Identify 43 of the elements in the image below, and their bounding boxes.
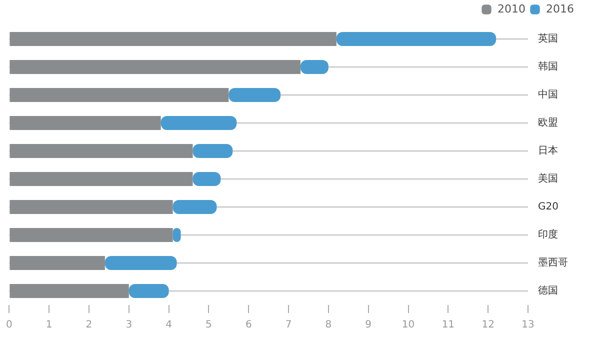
x-tick-label: 9	[365, 320, 372, 331]
y-tick-label: 印度	[538, 228, 558, 241]
y-tick-label: 墨西哥	[538, 258, 568, 269]
y-tick-label: G20	[538, 202, 558, 213]
x-tick-label: 0	[6, 320, 12, 331]
x-tick-label: 1	[46, 320, 52, 331]
legend-label: 2010	[498, 2, 526, 16]
legend-label: 2016	[546, 2, 574, 16]
y-tick-label: 欧盟	[538, 116, 558, 129]
x-tick-label: 12	[482, 320, 494, 331]
x-tick-label: 13	[522, 320, 534, 331]
x-tick-label: 10	[402, 320, 415, 331]
bar	[10, 172, 193, 186]
x-tick-label: 5	[206, 320, 212, 331]
x-tick-label: 11	[442, 320, 455, 331]
bar	[336, 32, 496, 46]
bar	[10, 116, 161, 130]
bar	[10, 88, 229, 102]
bar	[192, 144, 233, 158]
bar	[10, 200, 173, 214]
bar	[10, 284, 129, 298]
y-tick-label: 韩国	[538, 60, 558, 73]
x-tick-label: 2	[86, 320, 92, 331]
bar	[104, 256, 177, 270]
y-tick-label: 中国	[538, 88, 558, 101]
bar	[10, 32, 336, 46]
y-tick-label: 英国	[538, 32, 558, 45]
bar	[228, 88, 281, 102]
bar	[172, 200, 217, 214]
y-tick-label: 美国	[538, 172, 558, 185]
bar	[10, 228, 173, 242]
bar	[160, 116, 237, 130]
x-tick-label: 8	[325, 320, 332, 331]
bar	[10, 256, 105, 270]
x-tick-label: 6	[245, 320, 252, 331]
y-tick-label: 德国	[538, 286, 558, 297]
x-tick-label: 7	[285, 320, 292, 331]
bar	[10, 144, 193, 158]
y-tick-label: 日本	[538, 144, 558, 157]
x-tick-label: 4	[166, 320, 172, 331]
bar	[10, 60, 301, 74]
bar	[128, 284, 169, 298]
x-tick-label: 3	[126, 320, 132, 331]
